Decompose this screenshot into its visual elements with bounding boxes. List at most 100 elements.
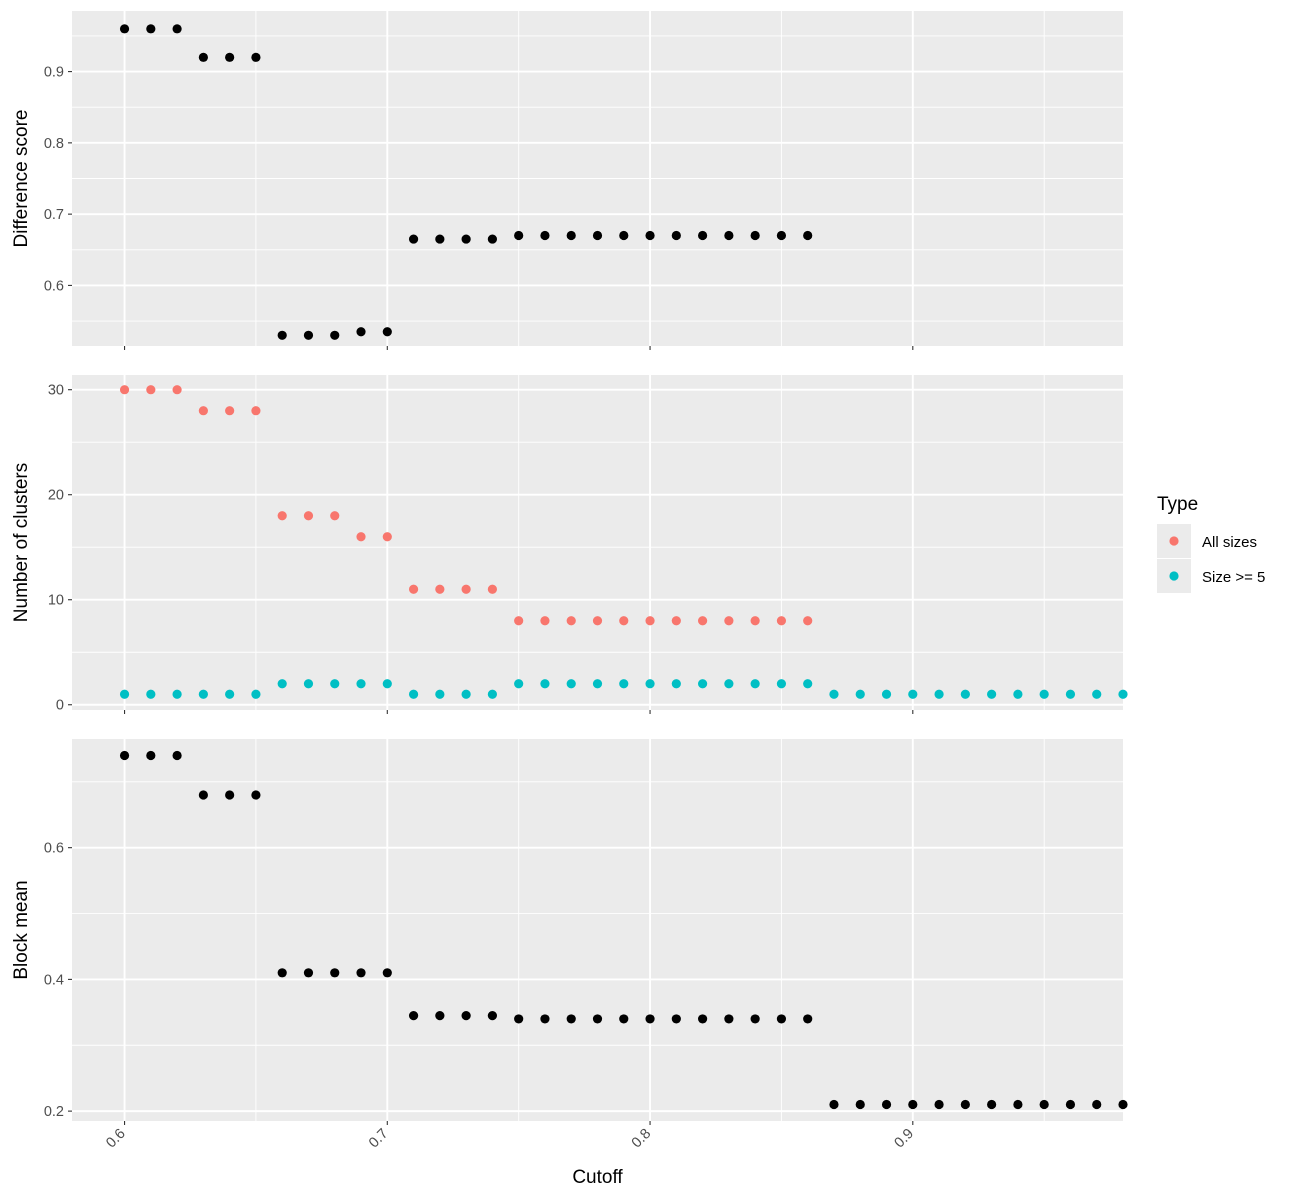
data-point-size-5	[198, 689, 208, 699]
data-point-difference-score	[119, 24, 130, 34]
data-point-difference-score	[776, 230, 787, 241]
y-axis-title-number-of-clusters: Number of clusters	[11, 463, 32, 622]
data-point-block-mean	[645, 1014, 655, 1024]
data-point-block-mean	[934, 1099, 944, 1110]
data-point-all-sizes	[172, 385, 182, 395]
data-point-all-sizes	[146, 385, 156, 395]
data-point-difference-score	[225, 52, 235, 62]
data-point-difference-score	[724, 230, 734, 241]
data-point-difference-score	[330, 330, 340, 340]
data-point-block-mean	[1065, 1099, 1076, 1110]
data-point-size-5	[277, 679, 287, 689]
data-point-size-5	[829, 689, 839, 699]
data-point-all-sizes	[382, 532, 392, 542]
data-point-size-5	[855, 689, 865, 699]
data-point-all-sizes	[803, 616, 813, 626]
data-point-size-5	[934, 689, 944, 699]
data-point-block-mean	[330, 968, 340, 978]
data-point-all-sizes	[776, 616, 787, 626]
data-point-block-mean	[1013, 1099, 1023, 1110]
data-point-size-5	[514, 679, 524, 689]
data-point-difference-score	[356, 327, 366, 337]
data-point-size-5	[566, 679, 576, 689]
y-axis-title-difference-score: Difference score	[11, 110, 32, 248]
data-point-block-mean	[146, 750, 156, 761]
data-point-block-mean	[277, 968, 287, 978]
legend-title: Type	[1157, 494, 1198, 515]
data-point-all-sizes	[408, 584, 419, 594]
data-point-block-mean	[592, 1014, 603, 1024]
data-point-difference-score	[671, 230, 681, 241]
data-point-difference-score	[172, 24, 182, 34]
data-point-difference-score	[803, 230, 813, 241]
data-point-size-5	[119, 689, 130, 699]
data-point-size-5	[408, 689, 419, 699]
data-point-all-sizes	[119, 385, 130, 395]
data-point-block-mean	[566, 1014, 576, 1024]
data-point-size-5	[1065, 689, 1076, 699]
data-point-difference-score	[435, 234, 445, 244]
data-point-size-5	[303, 679, 314, 689]
data-point-size-5	[960, 689, 970, 699]
panel-block-mean: 0.2 0.4 0.6 Block mean 0.6 0.7 0.8 0.9	[11, 739, 1128, 1151]
data-point-difference-score	[698, 230, 708, 241]
data-point-all-sizes	[330, 511, 340, 521]
data-point-block-mean	[829, 1099, 839, 1110]
data-point-all-sizes	[198, 406, 208, 416]
data-point-block-mean	[514, 1014, 524, 1024]
y-tick-label: 0.2	[44, 1104, 64, 1120]
panel-number-of-clusters: 0 10 20 30 Number of clusters	[11, 375, 1128, 714]
y-tick-label: 10	[48, 593, 64, 609]
data-point-all-sizes	[671, 616, 681, 626]
data-point-difference-score	[514, 230, 524, 241]
data-point-size-5	[330, 679, 340, 689]
data-point-size-5	[671, 679, 681, 689]
data-point-block-mean	[225, 790, 235, 800]
data-point-difference-score	[277, 330, 287, 340]
data-point-size-5	[987, 689, 997, 699]
data-point-difference-score	[750, 230, 760, 241]
data-point-all-sizes	[724, 616, 734, 626]
legend-label-all-sizes: All sizes	[1202, 534, 1257, 551]
data-point-difference-score	[303, 330, 314, 340]
data-point-block-mean	[881, 1099, 892, 1110]
data-point-all-sizes	[540, 616, 550, 626]
y-tick-label: 0.4	[44, 972, 64, 988]
panel-difference-score: 0.6 0.7 0.8 0.9 Difference score	[11, 11, 1123, 350]
legend-label-size-5: Size >= 5	[1202, 569, 1265, 586]
data-point-block-mean	[1039, 1099, 1049, 1110]
data-point-size-5	[172, 689, 182, 699]
data-point-block-mean	[1092, 1099, 1102, 1110]
data-point-block-mean	[698, 1014, 708, 1024]
data-point-size-5	[146, 689, 156, 699]
data-point-size-5	[435, 689, 445, 699]
legend-swatch-all-sizes	[1169, 536, 1179, 546]
y-tick-label: 0.6	[44, 841, 64, 857]
data-point-all-sizes	[487, 584, 497, 594]
legend-item-size-5: Size >= 5	[1157, 559, 1265, 593]
panel-background	[72, 375, 1123, 710]
data-point-size-5	[750, 679, 760, 689]
data-point-all-sizes	[277, 511, 287, 521]
data-point-block-mean	[750, 1014, 760, 1024]
data-point-difference-score	[592, 230, 603, 241]
data-point-block-mean	[908, 1099, 918, 1110]
x-tick-label: 0.6	[103, 1126, 129, 1152]
data-point-size-5	[776, 679, 787, 689]
data-point-block-mean	[408, 1011, 419, 1021]
data-point-size-5	[461, 689, 471, 699]
y-tick-label: 0.7	[44, 207, 64, 223]
data-point-size-5	[356, 679, 366, 689]
data-point-block-mean	[435, 1011, 445, 1021]
data-point-size-5	[1118, 689, 1128, 699]
y-tick-label: 0	[56, 698, 64, 714]
data-point-size-5	[724, 679, 734, 689]
data-point-all-sizes	[435, 584, 445, 594]
data-point-difference-score	[382, 327, 392, 337]
data-point-difference-score	[198, 52, 208, 62]
y-tick-label: 30	[48, 383, 64, 399]
data-point-size-5	[881, 689, 892, 699]
data-point-all-sizes	[592, 616, 603, 626]
panel-background	[72, 739, 1123, 1121]
